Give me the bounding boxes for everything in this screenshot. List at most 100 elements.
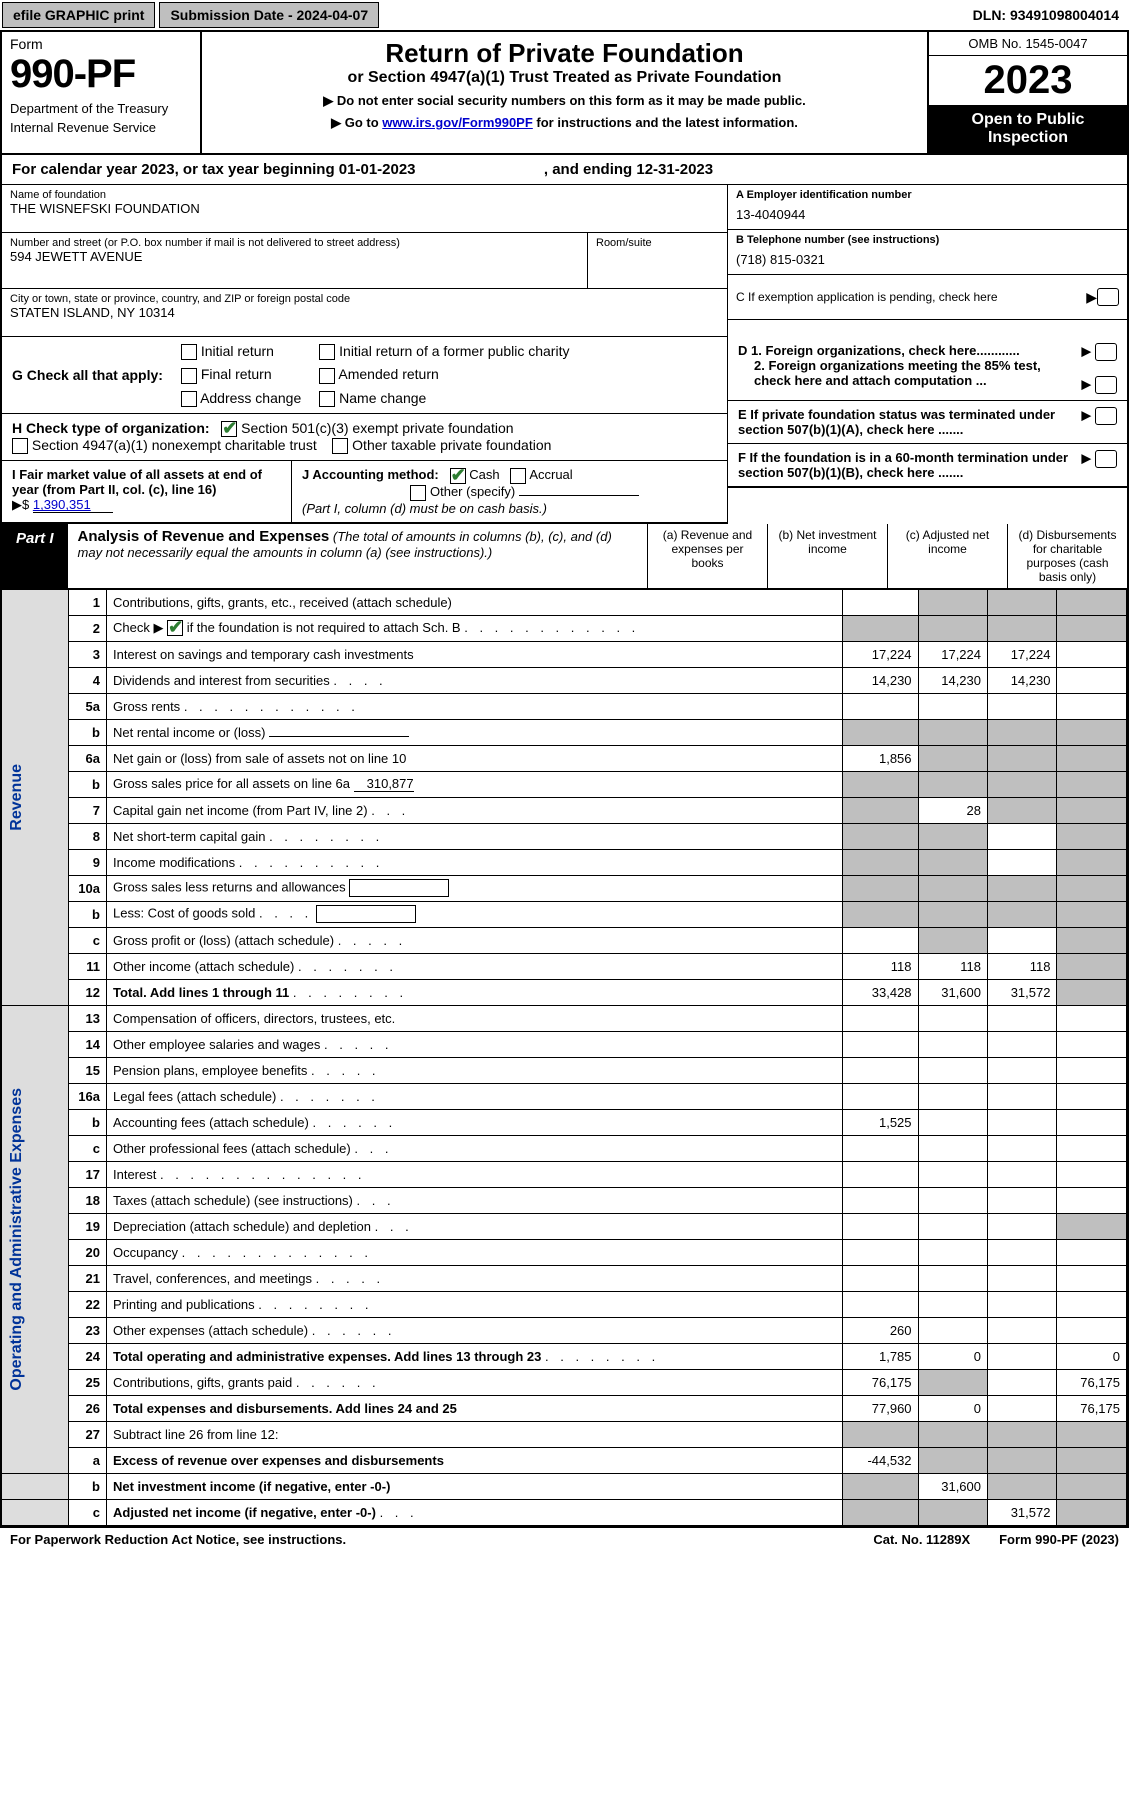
amended-checkbox[interactable] xyxy=(319,368,335,384)
table-row: Operating and Administrative Expenses 13… xyxy=(2,1005,1127,1031)
line-desc: Gross rents . . . . . . . . . . . . xyxy=(107,693,843,719)
line-no: 27 xyxy=(69,1421,107,1447)
d1-checkbox[interactable] xyxy=(1095,343,1117,361)
d2-checkbox[interactable] xyxy=(1095,376,1117,394)
g-label: G Check all that apply: xyxy=(12,367,163,383)
line-no: 5a xyxy=(69,693,107,719)
part1-table: Revenue 1Contributions, gifts, grants, e… xyxy=(2,589,1127,1526)
arrow-icon: ▶ xyxy=(1086,289,1097,306)
cat-no: Cat. No. 11289X xyxy=(873,1532,970,1547)
cell-b: 118 xyxy=(918,953,987,979)
efile-button[interactable]: efile GRAPHIC print xyxy=(2,2,155,28)
table-row: 26Total expenses and disbursements. Add … xyxy=(2,1395,1127,1421)
schb-checkbox[interactable] xyxy=(167,620,183,636)
e-checkbox[interactable] xyxy=(1095,407,1117,425)
amended-label: Amended return xyxy=(338,366,438,382)
line-desc: Depreciation (attach schedule) and deple… xyxy=(107,1213,843,1239)
part1-title: Analysis of Revenue and Expenses xyxy=(78,528,330,545)
tax-year: 2023 xyxy=(929,56,1127,105)
line-desc: Net investment income (if negative, ente… xyxy=(107,1473,843,1499)
line-desc: Capital gain net income (from Part IV, l… xyxy=(107,797,843,823)
exemption-checkbox[interactable] xyxy=(1097,288,1119,306)
irs-link[interactable]: www.irs.gov/Form990PF xyxy=(382,115,533,130)
other-taxable-checkbox[interactable] xyxy=(332,438,348,454)
line-desc: Net rental income or (loss) xyxy=(107,719,843,745)
cell-a: 33,428 xyxy=(843,979,918,1005)
line-desc: Less: Cost of goods sold . . . . xyxy=(107,901,843,927)
form-no-footer: Form 990-PF (2023) xyxy=(999,1532,1119,1547)
line-desc: Total operating and administrative expen… xyxy=(107,1343,843,1369)
cell-a: 76,175 xyxy=(843,1369,918,1395)
form-title: Return of Private Foundation xyxy=(212,38,917,69)
table-row: cOther professional fees (attach schedul… xyxy=(2,1135,1127,1161)
line-desc: Total expenses and disbursements. Add li… xyxy=(107,1395,843,1421)
line-desc: Dividends and interest from securities .… xyxy=(107,667,843,693)
table-row: bGross sales price for all assets on lin… xyxy=(2,771,1127,797)
line-desc: Accounting fees (attach schedule) . . . … xyxy=(107,1109,843,1135)
expenses-side-label: Operating and Administrative Expenses xyxy=(8,1088,26,1391)
final-return-checkbox[interactable] xyxy=(181,368,197,384)
j-label: J Accounting method: xyxy=(302,467,439,482)
col-a-header: (a) Revenue and expenses per books xyxy=(647,524,767,588)
cash-label: Cash xyxy=(469,467,499,482)
note2-pre: ▶ Go to xyxy=(331,115,382,130)
line-desc: Other income (attach schedule) . . . . .… xyxy=(107,953,843,979)
line-no: 21 xyxy=(69,1265,107,1291)
line-no: 26 xyxy=(69,1395,107,1421)
line-no: 6a xyxy=(69,745,107,771)
table-row: 25Contributions, gifts, grants paid . . … xyxy=(2,1369,1127,1395)
form-note-2: ▶ Go to www.irs.gov/Form990PF for instru… xyxy=(212,115,917,131)
line-no: c xyxy=(69,1135,107,1161)
table-row: 21Travel, conferences, and meetings . . … xyxy=(2,1265,1127,1291)
calendar-year-row: For calendar year 2023, or tax year begi… xyxy=(2,155,1127,185)
line-desc: Net short-term capital gain . . . . . . … xyxy=(107,823,843,849)
table-row: Revenue 1Contributions, gifts, grants, e… xyxy=(2,589,1127,615)
line-desc: Income modifications . . . . . . . . . . xyxy=(107,849,843,875)
initial-return-checkbox[interactable] xyxy=(181,344,197,360)
line-no: b xyxy=(69,901,107,927)
d1-label: D 1. Foreign organizations, check here..… xyxy=(738,343,1020,358)
initial-former-label: Initial return of a former public charit… xyxy=(339,343,569,359)
line-no: c xyxy=(69,1499,107,1525)
other-method-label: Other (specify) xyxy=(430,484,515,499)
sec4947-checkbox[interactable] xyxy=(12,438,28,454)
table-row: 18Taxes (attach schedule) (see instructi… xyxy=(2,1187,1127,1213)
d2-label: 2. Foreign organizations meeting the 85%… xyxy=(754,358,1041,388)
h-label: H Check type of organization: xyxy=(12,420,210,436)
cell-c: 14,230 xyxy=(988,667,1057,693)
line-desc: Interest on savings and temporary cash i… xyxy=(107,641,843,667)
section-ij: I Fair market value of all assets at end… xyxy=(2,461,727,523)
i-arrow: ▶$ xyxy=(12,497,29,512)
note2-post: for instructions and the latest informat… xyxy=(533,115,798,130)
line-no: 7 xyxy=(69,797,107,823)
line-desc: Legal fees (attach schedule) . . . . . .… xyxy=(107,1083,843,1109)
initial-former-checkbox[interactable] xyxy=(319,344,335,360)
page-footer: For Paperwork Reduction Act Notice, see … xyxy=(0,1528,1129,1551)
address-change-checkbox[interactable] xyxy=(181,391,197,407)
cell-b: 17,224 xyxy=(918,641,987,667)
fmv-value[interactable]: 1,390,351 xyxy=(33,497,113,513)
submission-date-button[interactable]: Submission Date - 2024-04-07 xyxy=(159,2,379,28)
section-h: H Check type of organization: Section 50… xyxy=(2,414,727,462)
line-no: 11 xyxy=(69,953,107,979)
sec501-checkbox[interactable] xyxy=(221,421,237,437)
cell-a: 17,224 xyxy=(843,641,918,667)
foundation-name: THE WISNEFSKI FOUNDATION xyxy=(10,201,719,216)
form-subtitle: or Section 4947(a)(1) Trust Treated as P… xyxy=(212,69,917,87)
name-change-label: Name change xyxy=(339,390,426,406)
accrual-checkbox[interactable] xyxy=(510,468,526,484)
ein-value: 13-4040944 xyxy=(736,207,1119,222)
table-row: 10aGross sales less returns and allowanc… xyxy=(2,875,1127,901)
cash-checkbox[interactable] xyxy=(450,468,466,484)
table-row: cGross profit or (loss) (attach schedule… xyxy=(2,927,1127,953)
other-method-checkbox[interactable] xyxy=(410,485,426,501)
table-row: bNet investment income (if negative, ent… xyxy=(2,1473,1127,1499)
cell-a: 77,960 xyxy=(843,1395,918,1421)
name-change-checkbox[interactable] xyxy=(319,391,335,407)
line-no: 13 xyxy=(69,1005,107,1031)
omb-number: OMB No. 1545-0047 xyxy=(929,32,1127,56)
table-row: 8Net short-term capital gain . . . . . .… xyxy=(2,823,1127,849)
f-checkbox[interactable] xyxy=(1095,450,1117,468)
line-no: 17 xyxy=(69,1161,107,1187)
table-row: 6aNet gain or (loss) from sale of assets… xyxy=(2,745,1127,771)
